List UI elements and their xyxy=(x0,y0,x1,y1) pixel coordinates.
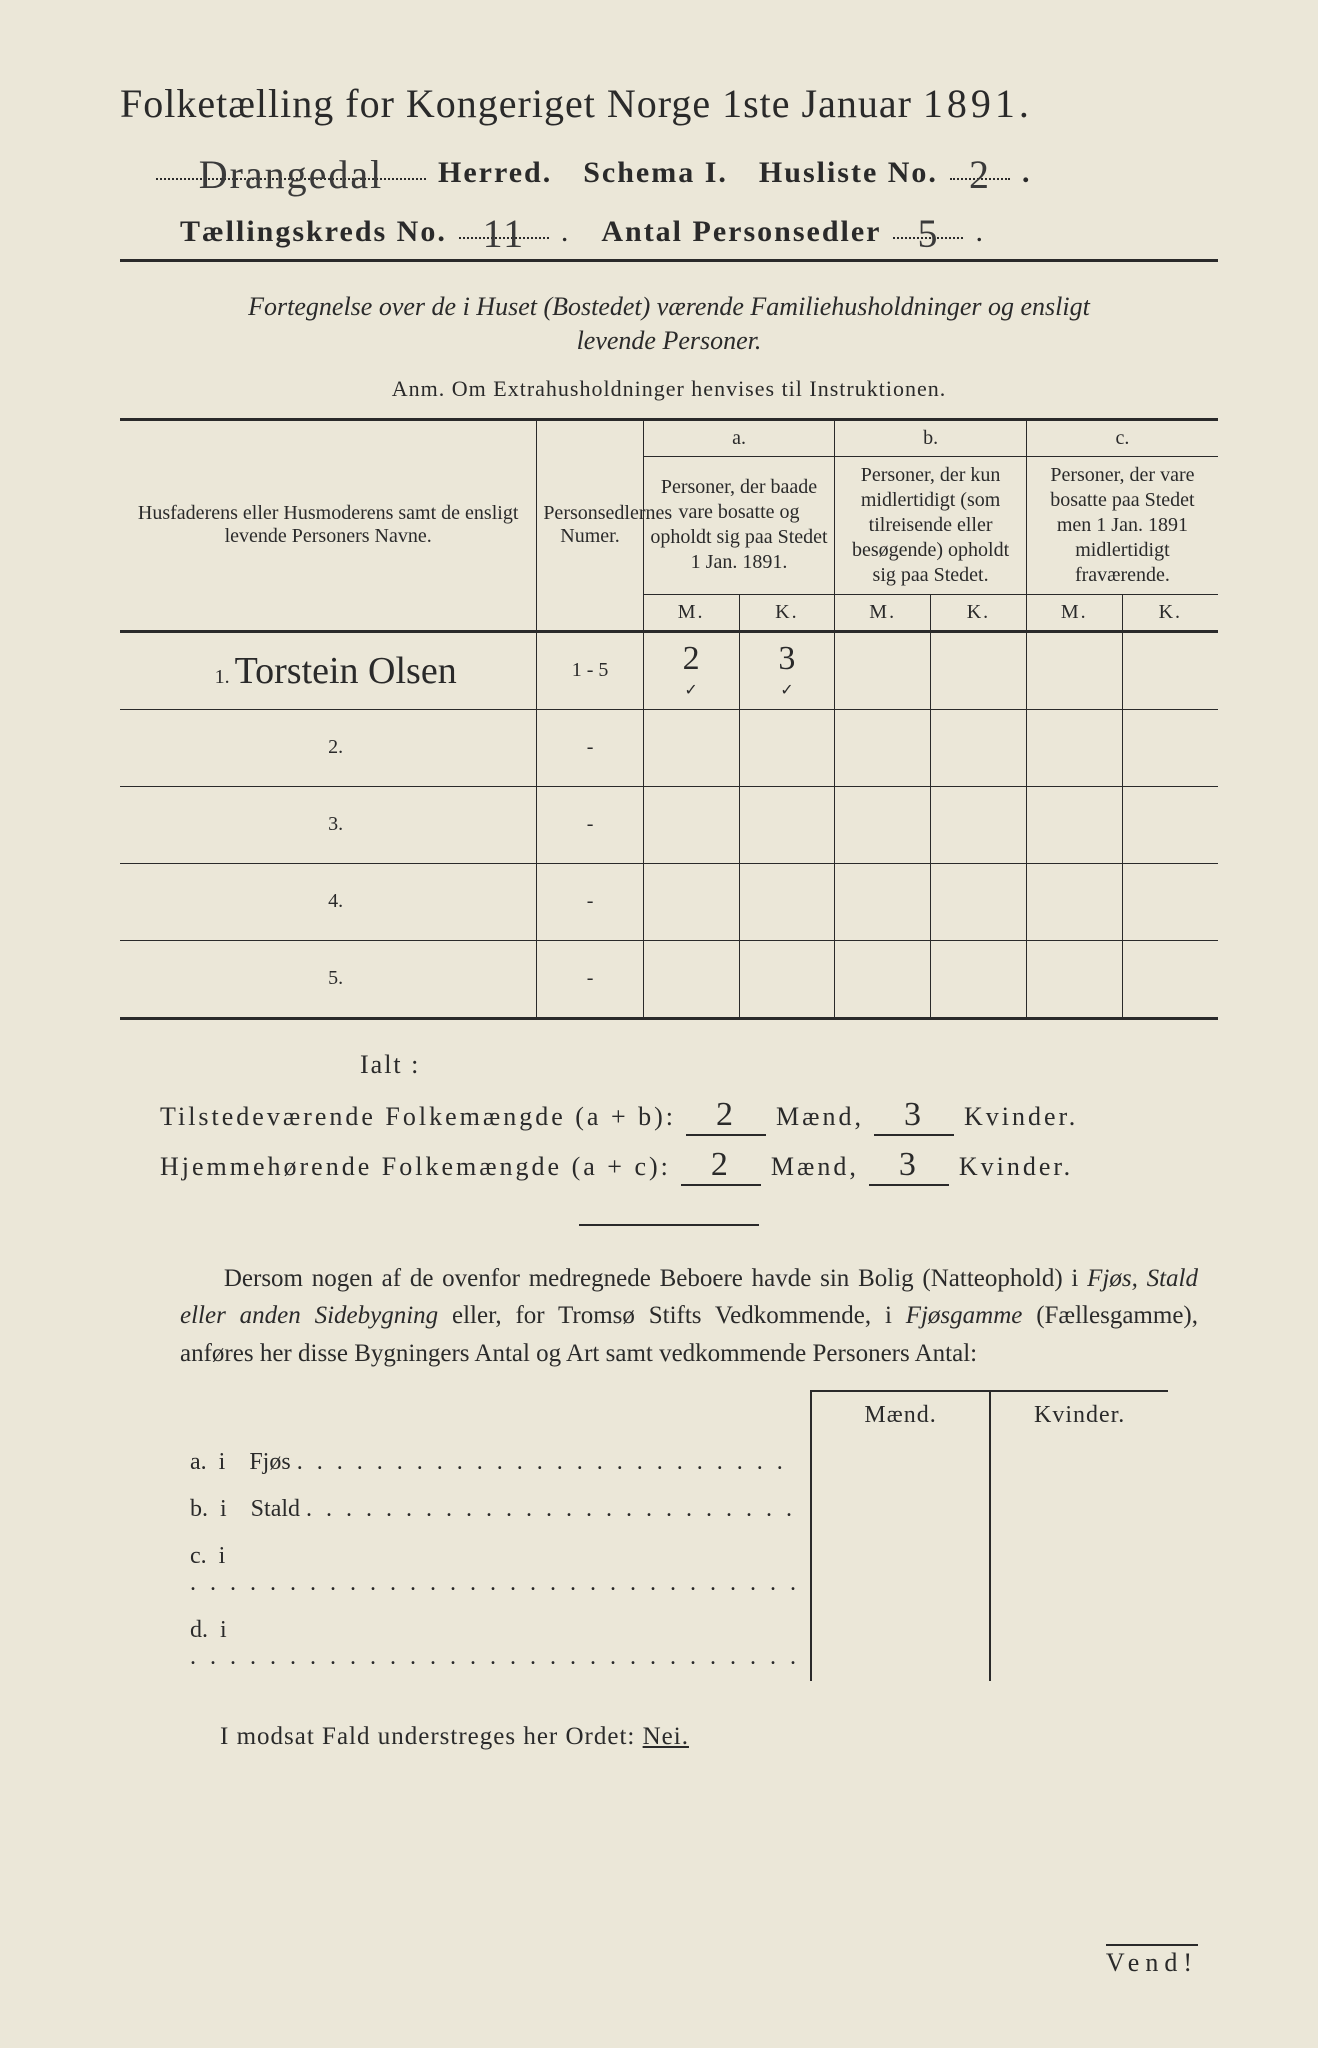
resident-m: 2 xyxy=(711,1146,731,1183)
herred-value: Drangedal xyxy=(199,151,384,198)
row-cM xyxy=(1026,631,1122,709)
row-numer: - xyxy=(537,786,643,863)
table-row: 5. - xyxy=(120,940,1218,1018)
row-numer: - xyxy=(537,863,643,940)
hdr-a-m: M. xyxy=(643,594,739,631)
maend-label: Mænd, xyxy=(771,1152,859,1182)
row-bM xyxy=(835,631,931,709)
total-present: Tilstedeværende Folkemængde (a + b): 2 M… xyxy=(160,1096,1218,1136)
outbuilding-paragraph: Dersom nogen af de ovenfor medregnede Be… xyxy=(180,1260,1198,1373)
row-num: 3. xyxy=(313,813,343,836)
resident-label: Hjemmehørende Folkemængde (a + c): xyxy=(160,1152,671,1182)
outb-label: Stald xyxy=(251,1496,300,1522)
hdr-c-k: K. xyxy=(1122,594,1218,631)
row-cK xyxy=(1122,631,1218,709)
hdr-a-k: K. xyxy=(739,594,835,631)
tick: ✓ xyxy=(684,682,697,699)
anm-note: Anm. Om Extrahusholdninger henvises til … xyxy=(120,376,1218,402)
hdr-c: Personer, der vare bosatte paa Stedet me… xyxy=(1026,456,1218,594)
census-form-page: Folketælling for Kongeriget Norge 1ste J… xyxy=(0,0,1318,2048)
hdr-b-m: M. xyxy=(835,594,931,631)
outb-tag: a. xyxy=(190,1449,207,1475)
modsat-nei: Nei. xyxy=(643,1723,689,1750)
row-numer: - xyxy=(537,709,643,786)
husliste-value: 2 xyxy=(969,151,991,198)
table-row: 2. - xyxy=(120,709,1218,786)
page-title: Folketælling for Kongeriget Norge 1ste J… xyxy=(120,80,1218,127)
outb-row: a. i Fjøs . . . . . . . . . . . . . . . … xyxy=(180,1439,1168,1486)
outb-hdr-k: Kvinder. xyxy=(990,1391,1168,1439)
modsat-text: I modsat Fald understreges her Ordet: xyxy=(220,1723,635,1750)
outb-label: Fjøs xyxy=(249,1449,290,1475)
kvinder-label: Kvinder. xyxy=(959,1152,1073,1182)
ialt-label: Ialt : xyxy=(360,1050,1218,1080)
maend-label: Mænd, xyxy=(776,1102,864,1132)
row-num: 5. xyxy=(313,967,343,990)
hdr-b: Personer, der kun midlertidigt (som tilr… xyxy=(835,456,1027,594)
table-row: 4. - xyxy=(120,863,1218,940)
kreds-label: Tællingskreds No. xyxy=(180,215,447,249)
row-num: 2. xyxy=(313,736,343,759)
outbuilding-table: Mænd. Kvinder. a. i Fjøs . . . . . . . .… xyxy=(180,1390,1168,1681)
hdr-numer: Personsedlernes Numer. xyxy=(537,419,643,631)
title-year: 1891. xyxy=(923,81,1033,126)
antal-label: Antal Personsedler xyxy=(601,215,881,249)
hdr-c-m: M. xyxy=(1026,594,1122,631)
modsat-line: I modsat Fald understreges her Ordet: Ne… xyxy=(220,1723,1218,1751)
outb-row: b. i Stald . . . . . . . . . . . . . . .… xyxy=(180,1486,1168,1533)
husliste-label: Husliste No. xyxy=(759,156,938,190)
present-label: Tilstedeværende Folkemængde (a + b): xyxy=(160,1102,676,1132)
title-main: Folketælling for Kongeriget Norge 1ste J… xyxy=(120,81,912,126)
row-num: 4. xyxy=(313,890,343,913)
kvinder-label: Kvinder. xyxy=(964,1102,1078,1132)
outb-row: d. i . . . . . . . . . . . . . . . . . .… xyxy=(180,1607,1168,1681)
outb-tag: c. xyxy=(190,1543,207,1569)
hdr-b-tag: b. xyxy=(835,419,1027,456)
kreds-value: 11 xyxy=(483,210,526,257)
herred-label: Herred. xyxy=(438,156,552,190)
intro-text: Fortegnelse over de i Huset (Bostedet) v… xyxy=(160,290,1178,358)
separator xyxy=(579,1224,759,1226)
row-numer: - xyxy=(537,940,643,1018)
row-name: Torstein Olsen xyxy=(235,650,457,692)
antal-value: 5 xyxy=(917,210,939,257)
tick: ✓ xyxy=(780,682,793,699)
row-aM: 2 xyxy=(683,640,700,677)
hdr-b-k: K. xyxy=(931,594,1027,631)
intro-line1: Fortegnelse over de i Huset (Bostedet) v… xyxy=(248,292,1090,321)
hdr-c-tag: c. xyxy=(1026,419,1218,456)
row-bK xyxy=(931,631,1027,709)
divider xyxy=(120,259,1218,262)
intro-line2: levende Personer. xyxy=(577,326,762,355)
hdr-names: Husfaderens eller Husmoderens samt de en… xyxy=(120,419,537,631)
total-resident: Hjemmehørende Folkemængde (a + c): 2 Mæn… xyxy=(160,1146,1218,1186)
header-line-1: Drangedal Herred. Schema I. Husliste No.… xyxy=(150,145,1218,190)
header-line-2: Tællingskreds No. 11 . Antal Personsedle… xyxy=(180,204,1218,249)
outb-row: c. i . . . . . . . . . . . . . . . . . .… xyxy=(180,1533,1168,1607)
present-k: 3 xyxy=(904,1096,924,1133)
outb-tag: b. xyxy=(190,1496,208,1522)
row-aK: 3 xyxy=(778,640,795,677)
census-table: Husfaderens eller Husmoderens samt de en… xyxy=(120,418,1218,1020)
vend-label: Vend! xyxy=(1106,1944,1198,1978)
outb-hdr-m: Mænd. xyxy=(811,1391,990,1439)
outb-tag: d. xyxy=(190,1617,208,1643)
hdr-a-tag: a. xyxy=(643,419,835,456)
hdr-a: Personer, der baade vare bosatte og opho… xyxy=(643,456,835,594)
table-row: 3. - xyxy=(120,786,1218,863)
resident-k: 3 xyxy=(899,1146,919,1183)
schema-label: Schema I. xyxy=(583,156,728,190)
table-row: 1. Torstein Olsen 1 - 5 2 ✓ 3 ✓ xyxy=(120,631,1218,709)
row-numer: 1 - 5 xyxy=(572,659,609,681)
present-m: 2 xyxy=(716,1096,736,1133)
row-num: 1. xyxy=(200,666,230,689)
